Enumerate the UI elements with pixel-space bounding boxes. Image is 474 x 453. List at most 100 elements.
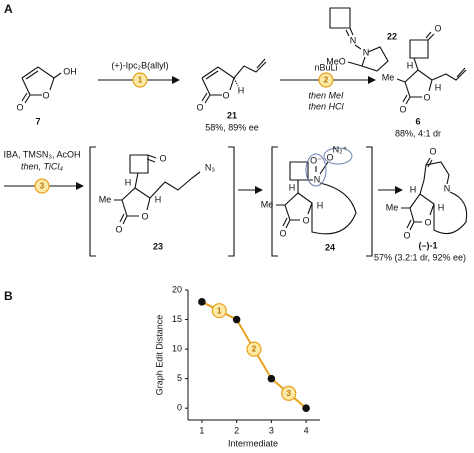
hash-bond xyxy=(233,77,239,87)
yield: 57% (3.2:1 dr, 92% ee) xyxy=(374,252,466,262)
step-number: 3 xyxy=(40,182,45,191)
atom: Me xyxy=(99,194,112,204)
point xyxy=(232,315,241,324)
y-tick-label: 15 xyxy=(172,314,182,324)
atom: H xyxy=(438,202,445,212)
atom: O xyxy=(222,90,229,100)
y-tick-label: 20 xyxy=(172,284,182,294)
compound-label: 21 xyxy=(227,110,237,120)
atom: N xyxy=(363,47,370,57)
orbital-arrow xyxy=(305,153,327,187)
step-label: 2 xyxy=(252,345,257,354)
structure xyxy=(401,157,468,235)
y-tick-label: 5 xyxy=(177,373,182,383)
step-label: 3 xyxy=(287,389,292,398)
atom: O xyxy=(326,152,333,162)
structure xyxy=(114,154,201,225)
step-badge xyxy=(211,303,227,319)
atom: H xyxy=(155,194,162,204)
x-tick-label: 2 xyxy=(234,425,239,435)
atom: N xyxy=(350,35,357,45)
arrowhead xyxy=(255,186,263,194)
atom: O xyxy=(302,215,309,225)
atom: O xyxy=(423,92,430,102)
compound-label: 6 xyxy=(415,116,420,126)
atom: N₃ xyxy=(205,162,215,172)
atom: O xyxy=(403,230,410,240)
structure xyxy=(396,31,467,105)
reagent: nBuLi xyxy=(314,62,337,72)
atom: MeO xyxy=(326,56,346,66)
step-number: 2 xyxy=(324,76,329,85)
atom: O⁻ xyxy=(310,155,322,165)
y-tick-label: 0 xyxy=(177,403,182,413)
structure xyxy=(329,7,389,72)
atom: H xyxy=(125,177,132,187)
atom: N xyxy=(444,183,451,193)
x-tick-label: 3 xyxy=(269,425,274,435)
atom: O xyxy=(279,228,286,238)
atom: O xyxy=(399,104,406,114)
step-number: 1 xyxy=(138,76,143,85)
yield: 88%, 4:1 dr xyxy=(395,128,441,138)
step-badge xyxy=(281,385,297,402)
panel-b: B Intermediate Graph Edit Distance 0 5 10 1… xyxy=(4,284,320,448)
atom: O xyxy=(159,153,166,163)
arrowhead xyxy=(76,182,84,190)
atom: O xyxy=(42,90,49,100)
step-badge xyxy=(132,72,148,88)
atom: H xyxy=(238,85,245,95)
panel-a: A O O OH 7 (+)-Ipc₂B(allyl) 1 O O H 21 5… xyxy=(3,2,468,262)
atom: Me xyxy=(386,202,399,212)
structure xyxy=(201,58,267,104)
atom: H xyxy=(317,200,324,210)
x-tick-label: 1 xyxy=(199,425,204,435)
atom: H xyxy=(410,184,417,194)
arrowhead xyxy=(368,76,376,84)
reagent: then HCl xyxy=(308,101,344,111)
compound-label: 22 xyxy=(387,31,397,41)
reagent: (+)-Ipc₂B(allyl) xyxy=(111,60,168,70)
atom: Me xyxy=(382,72,395,82)
y-tick-label: 10 xyxy=(172,343,182,353)
atom: N₂⁺ xyxy=(333,144,348,154)
arrowhead xyxy=(172,76,180,84)
orbital-arrow xyxy=(323,147,353,165)
point xyxy=(267,374,276,383)
point xyxy=(198,298,206,306)
panel-label: B xyxy=(4,289,13,303)
step-badge xyxy=(246,341,262,357)
atom: H xyxy=(289,182,296,192)
x-tick-label: 4 xyxy=(304,425,309,435)
bracket xyxy=(89,146,235,257)
panel-label: A xyxy=(4,2,13,16)
step-badge xyxy=(318,72,334,88)
bracket xyxy=(271,146,373,257)
atom: N xyxy=(314,174,321,184)
atom: O xyxy=(424,217,431,227)
reagent: IBA, TMSN₃, AcOH xyxy=(3,149,80,159)
yield: 58%, 89% ee xyxy=(205,122,259,132)
atom: Me xyxy=(261,199,274,209)
atom: O xyxy=(196,102,203,112)
reagent: then MeI xyxy=(308,90,344,100)
compound-label: 24 xyxy=(325,242,335,252)
point xyxy=(302,404,310,412)
atom: H xyxy=(435,82,442,92)
compound-label: 23 xyxy=(153,241,163,251)
atom: O xyxy=(429,146,436,156)
compound-label: 7 xyxy=(35,116,40,126)
x-axis-label: Intermediate xyxy=(228,438,278,448)
structure xyxy=(276,161,357,235)
step-label: 1 xyxy=(217,306,222,315)
atom: O xyxy=(16,102,23,112)
arrowhead xyxy=(395,186,403,194)
step-badge xyxy=(34,178,50,194)
y-axis-label: Graph Edit Distance xyxy=(154,315,164,396)
compound-label: (–)-1 xyxy=(418,240,437,250)
atom: O xyxy=(141,211,148,221)
structure xyxy=(21,66,62,104)
atom: H xyxy=(407,60,414,70)
atom: O xyxy=(434,23,441,33)
